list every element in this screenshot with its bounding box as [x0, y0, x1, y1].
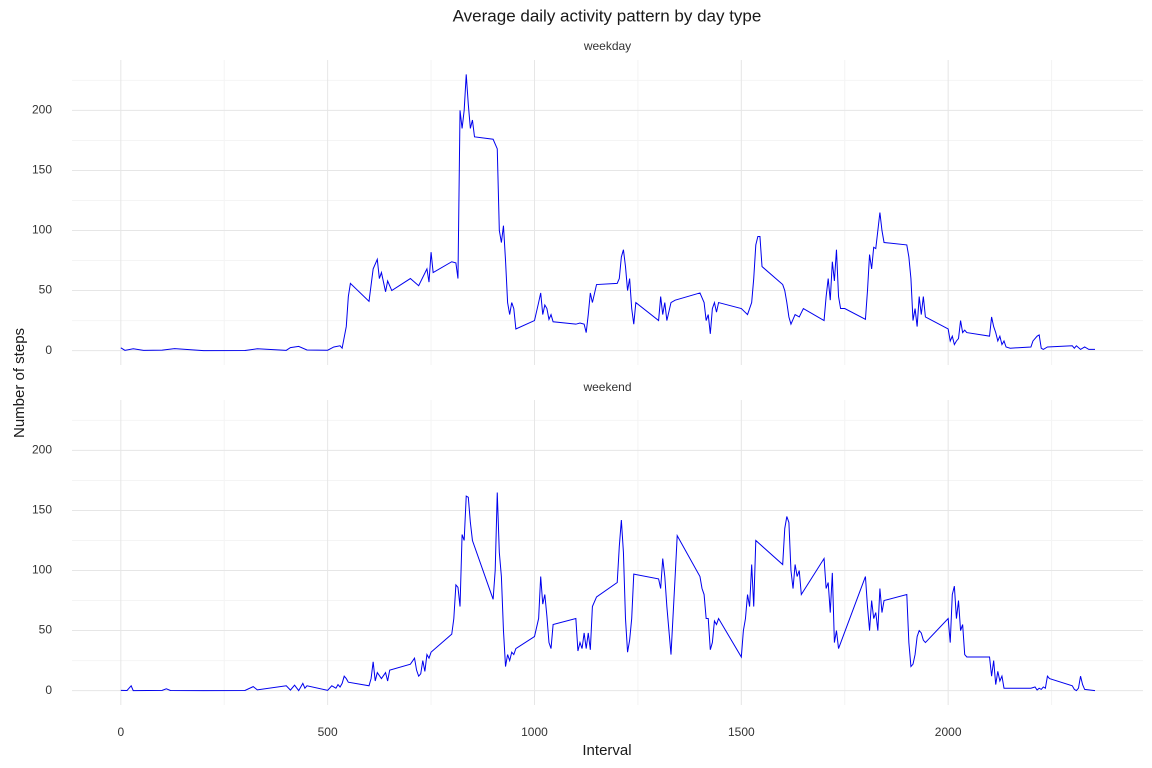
y-tick-label: 0 [45, 683, 52, 697]
y-tick-label: 50 [39, 623, 53, 637]
x-tick-label: 2000 [935, 725, 962, 739]
x-tick-label: 500 [318, 725, 338, 739]
data-line [120, 492, 1096, 692]
chart-title: Average daily activity pattern by day ty… [453, 6, 762, 25]
x-axis-label: Interval [582, 742, 631, 759]
x-tick-label: 1000 [521, 725, 548, 739]
strip-label: weekday [583, 39, 631, 53]
y-axis-label: Number of steps [11, 328, 28, 438]
y-tick-label: 150 [32, 163, 52, 177]
y-tick-label: 150 [32, 503, 52, 517]
data-line [120, 74, 1096, 352]
y-tick-label: 100 [32, 223, 52, 237]
x-tick-label: 1500 [728, 725, 755, 739]
y-tick-label: 50 [39, 283, 53, 297]
y-tick-label: 100 [32, 563, 52, 577]
strip-label: weekend [582, 380, 631, 394]
y-tick-label: 200 [32, 103, 52, 117]
x-tick-label: 0 [117, 725, 124, 739]
y-tick-label: 200 [32, 443, 52, 457]
y-tick-label: 0 [45, 343, 52, 357]
